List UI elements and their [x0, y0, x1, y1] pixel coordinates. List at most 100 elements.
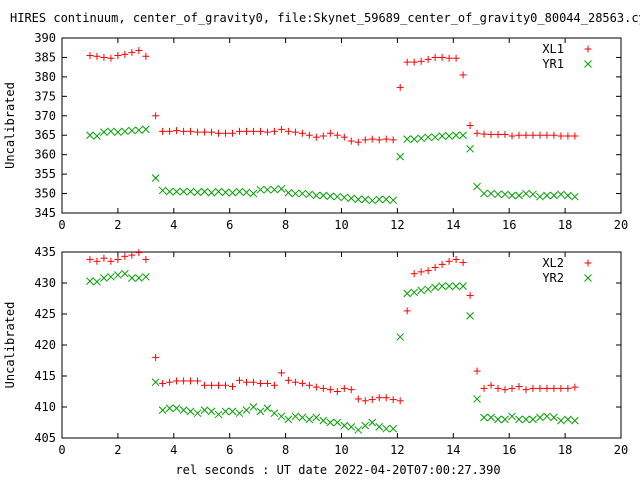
data-point [222, 381, 230, 389]
data-point [291, 189, 300, 198]
data-point [180, 127, 188, 135]
data-point [424, 133, 432, 142]
data-point [452, 131, 460, 140]
data-point [200, 406, 209, 414]
data-point [452, 255, 460, 263]
data-point [501, 386, 509, 394]
data-point [438, 260, 446, 268]
data-point [256, 127, 264, 135]
data-point [208, 381, 216, 389]
data-point [480, 384, 488, 392]
data-point [494, 130, 502, 138]
x-tick-label: 2 [114, 443, 121, 457]
data-point [515, 191, 523, 200]
data-point [319, 416, 328, 425]
data-point [438, 53, 446, 61]
data-point [466, 122, 474, 129]
data-point [151, 378, 160, 387]
data-point [410, 270, 418, 278]
data-point [445, 54, 453, 62]
data-point [180, 377, 188, 385]
data-point [319, 132, 327, 140]
data-point [571, 416, 579, 425]
data-point [487, 381, 495, 389]
data-point [347, 194, 356, 203]
data-point [326, 386, 334, 394]
data-point [86, 255, 94, 263]
data-point [522, 415, 530, 424]
data-point [550, 191, 558, 200]
data-point [277, 412, 286, 421]
data-point [368, 196, 377, 205]
data-point [201, 381, 209, 389]
data-point [375, 422, 384, 431]
data-point [333, 131, 341, 139]
data-point [340, 421, 349, 430]
y-tick-label: 430 [34, 276, 56, 290]
data-point [179, 187, 188, 196]
data-point [121, 50, 129, 58]
data-point [135, 126, 143, 135]
data-point [179, 406, 188, 414]
data-point [340, 133, 348, 141]
data-point [114, 128, 122, 136]
data-point [235, 187, 244, 196]
data-point [305, 190, 314, 199]
data-point [389, 396, 397, 404]
data-point [354, 395, 362, 403]
y-tick-label: 345 [34, 206, 56, 220]
data-point [319, 191, 328, 200]
data-point [312, 383, 320, 391]
y-tick-label: 420 [34, 338, 56, 352]
data-point [361, 195, 370, 204]
data-point [298, 189, 307, 198]
data-point [114, 52, 122, 59]
data-point [128, 274, 136, 282]
data-point [431, 283, 439, 292]
data-point [207, 407, 216, 416]
data-point [571, 192, 579, 201]
data-point [417, 134, 426, 143]
series-xl2 [86, 249, 579, 405]
data-point [100, 274, 108, 282]
data-point [121, 269, 129, 278]
data-point [194, 377, 202, 385]
data-point [107, 272, 115, 281]
data-point [284, 127, 292, 135]
data-point [201, 128, 209, 136]
x-tick-label: 16 [502, 218, 516, 232]
data-point [459, 71, 467, 79]
data-point [515, 131, 523, 139]
data-point [193, 188, 202, 197]
data-point [501, 190, 509, 199]
data-point [445, 257, 453, 265]
data-point [557, 416, 565, 425]
data-point [529, 131, 537, 139]
y-tick-label: 425 [34, 307, 56, 321]
data-point [86, 131, 94, 140]
data-point [347, 422, 356, 431]
data-point [487, 189, 495, 198]
data-point [389, 424, 398, 433]
data-point [270, 409, 279, 418]
data-point [121, 127, 129, 136]
data-point [186, 407, 195, 416]
data-point [222, 129, 230, 137]
data-point [93, 132, 101, 140]
data-point [403, 58, 411, 66]
x-axis-label: rel seconds : UT date 2022-04-20T07:00:2… [175, 463, 500, 477]
data-point [141, 272, 150, 281]
data-point [438, 282, 446, 290]
data-point [128, 48, 136, 56]
data-point [312, 413, 321, 422]
data-point [557, 384, 565, 392]
data-point [291, 128, 299, 136]
data-point [319, 384, 327, 392]
data-point [340, 193, 349, 202]
data-point [263, 379, 271, 387]
data-point [100, 254, 108, 262]
data-point [305, 131, 313, 139]
data-point [165, 187, 174, 196]
y-tick-label: 350 [34, 187, 56, 201]
